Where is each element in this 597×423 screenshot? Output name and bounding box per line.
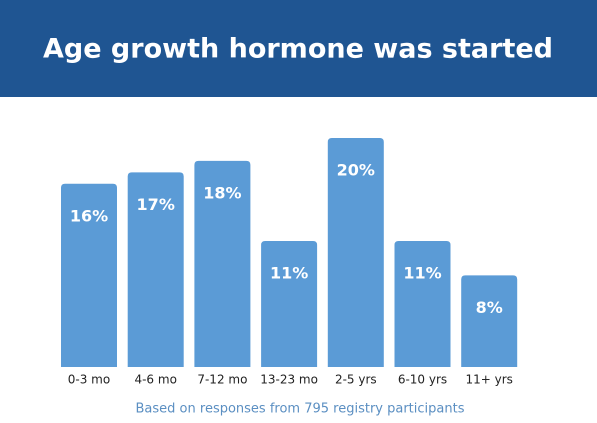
x-tick-label: 13-23 mo: [260, 373, 318, 387]
x-tick-label: 6-10 yrs: [398, 373, 447, 387]
value-label: 17%: [137, 195, 175, 214]
bar: [194, 160, 251, 367]
value-label: 20%: [337, 161, 375, 180]
value-label: 16%: [70, 206, 108, 225]
header-band: [0, 0, 597, 97]
bar: [394, 241, 451, 367]
x-tick-label: 7-12 mo: [197, 373, 247, 387]
x-tick-label: 4-6 mo: [134, 373, 176, 387]
x-tick-label: 0-3 mo: [68, 373, 110, 387]
bar: [127, 172, 184, 367]
bar: [61, 183, 117, 367]
chart-title: Age growth hormone was started: [43, 34, 553, 65]
value-label: 11%: [403, 264, 441, 283]
value-label: 18%: [203, 183, 241, 202]
bar: [261, 241, 318, 367]
value-label: 11%: [270, 264, 308, 283]
x-tick-label: 2-5 yrs: [335, 373, 377, 387]
bar: [327, 138, 384, 367]
x-tick-label: 11+ yrs: [465, 373, 512, 387]
value-label: 8%: [476, 298, 503, 317]
bar: [461, 275, 518, 367]
caption: Based on responses from 795 registry par…: [136, 402, 465, 417]
